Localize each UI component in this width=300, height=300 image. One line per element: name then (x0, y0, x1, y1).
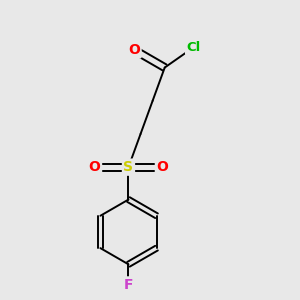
Text: O: O (89, 160, 100, 174)
Text: S: S (124, 160, 134, 174)
Text: O: O (156, 160, 168, 174)
Text: F: F (124, 278, 133, 292)
Text: O: O (128, 43, 140, 57)
Text: Cl: Cl (187, 41, 201, 54)
